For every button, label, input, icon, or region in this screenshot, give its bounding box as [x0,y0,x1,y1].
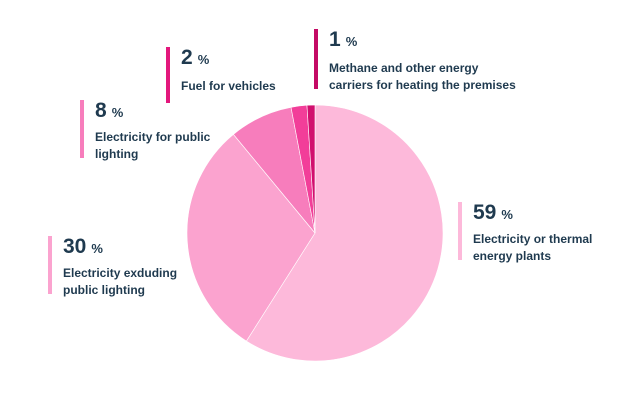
callout-unit: % [197,52,210,67]
callout-label-line: energy plants [473,249,552,263]
callout-label-line: Fuel for vehicles [181,79,276,93]
callout-unit: % [501,207,513,222]
callout-value: 2 [181,46,193,69]
callout-label-line: Electricity for public [95,130,211,144]
callout-label-line: Electricity or thermal [473,232,593,246]
callout-unit: % [345,34,358,49]
callout-unit: % [111,105,124,120]
callout-value: 59 [473,201,497,224]
pie-slice-excluding-lighting [186,133,316,342]
callout-electricity-thermal-plants: 59% Electricity or thermal energy plants [458,201,623,263]
callout-value: 30 [63,235,87,258]
callout-fuel-vehicles: 2% Fuel for vehicles [166,47,311,103]
callout-label-line: carriers for heating the premises [329,78,516,92]
callout-value: 1 [329,28,341,51]
callout-label-line: Methane and other energy [329,61,479,75]
callout-value: 8 [95,99,107,122]
callout-label-line: public lighting [63,283,145,297]
callout-unit: % [91,241,103,256]
callout-electricity-excluding-lighting: 30% Electricity exduding public lighting [48,235,213,297]
pie-slice-methane-heating [306,104,316,234]
callout-public-lighting: 8% Electricity for public lighting [80,99,245,161]
callout-label-line: Electricity exduding [63,266,178,280]
callout-label-line: lighting [95,147,139,161]
pie-slice-thermal-plants [245,104,444,362]
callout-methane-heating: 1% Methane and other energy carriers for… [314,28,539,92]
